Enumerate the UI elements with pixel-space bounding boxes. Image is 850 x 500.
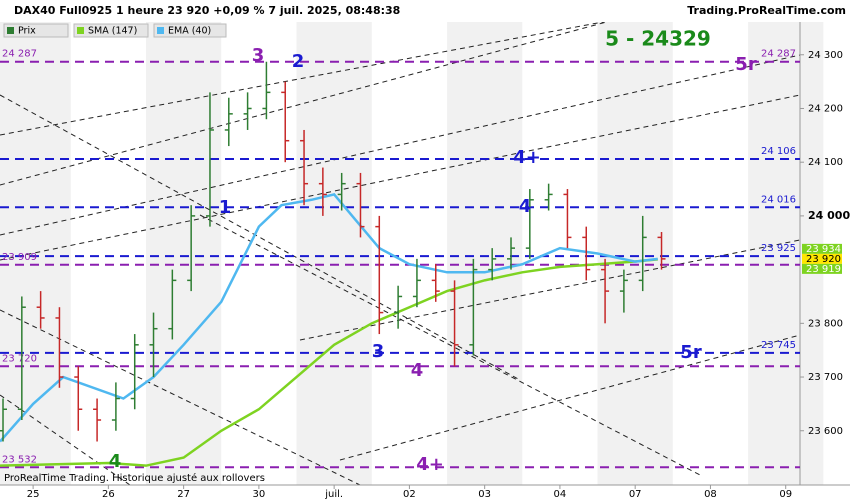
y-tick-label: 23 800	[808, 318, 843, 329]
x-tick-label: 08	[704, 489, 717, 500]
price-tag-label: 23 919	[806, 264, 841, 275]
level-label: 23 925	[761, 243, 796, 254]
level-label: 23 745	[761, 340, 796, 351]
annotation: 5 - 24329	[605, 27, 711, 51]
level-label: 24 287	[2, 49, 37, 60]
day-band	[296, 22, 372, 485]
y-tick-label: 24 300	[808, 50, 843, 61]
legend-swatch	[157, 27, 164, 34]
level-label: 24 287	[761, 49, 796, 60]
legend-label: Prix	[18, 26, 36, 37]
legend-swatch	[7, 27, 14, 34]
ma-line	[0, 193, 658, 443]
annotation: 3	[252, 45, 265, 66]
annotation: 4+	[513, 147, 541, 168]
x-tick-label: 30	[253, 489, 266, 500]
annotation: 4+	[416, 454, 444, 475]
annotation: 4	[109, 451, 122, 472]
x-tick-label: 09	[779, 489, 792, 500]
price-tag	[802, 253, 842, 264]
price-tag-label: 23 934	[806, 244, 841, 255]
legend-label: EMA (40)	[168, 26, 211, 37]
level-label: 23 909	[2, 252, 37, 263]
y-tick-label: 23 600	[808, 426, 843, 437]
trend-line	[339, 334, 801, 461]
day-band	[146, 22, 222, 485]
day-band	[597, 22, 673, 485]
legend-label: SMA (147)	[88, 26, 137, 37]
legend-swatch	[77, 27, 84, 34]
legend-box	[3, 23, 69, 38]
footer: ProRealTime Trading. Historique ajusté a…	[4, 472, 265, 484]
ma-line	[0, 258, 658, 467]
x-tick-label: 04	[554, 489, 567, 500]
x-tick-label: 03	[478, 489, 491, 500]
x-tick-label: 26	[102, 489, 115, 500]
y-tick-label: 24 100	[808, 157, 843, 168]
y-tick-label: 23 700	[808, 372, 843, 383]
x-tick-label: 07	[629, 489, 642, 500]
y-tick-label: 24 200	[808, 103, 843, 114]
annotation: 4	[519, 196, 532, 217]
day-band	[447, 22, 523, 485]
header	[0, 0, 850, 22]
trend-line	[0, 94, 801, 261]
level-label: 24 016	[761, 194, 796, 205]
price-tag	[802, 263, 842, 274]
source: Trading.ProRealTime.com	[687, 4, 846, 17]
level-label: 24 106	[761, 146, 796, 157]
x-tick-label: 25	[27, 489, 40, 500]
annotation: 1	[219, 197, 232, 218]
legend-box	[153, 23, 227, 38]
x-tick-label: 02	[403, 489, 416, 500]
annotation: 4	[411, 360, 424, 381]
annotation: 2	[292, 51, 305, 72]
price-tag-label: 23 920	[806, 254, 841, 265]
annotation: 5r	[680, 342, 702, 363]
trend-line	[0, 54, 801, 236]
trend-line	[0, 0, 691, 186]
day-band	[0, 22, 71, 485]
legend-box	[73, 23, 149, 38]
y-tick-label: 24 000	[808, 209, 850, 222]
annotation: 5r	[735, 54, 757, 75]
chart-title: DAX40 Full0925 1 heure 23 920 +0,09 % 7 …	[14, 4, 400, 17]
trend-line	[299, 239, 801, 341]
level-label: 23 532	[2, 454, 37, 465]
x-tick-label: 27	[177, 489, 190, 500]
annotation: 3	[372, 341, 385, 362]
price-tag	[802, 243, 842, 254]
x-tick-label: juil.	[324, 489, 343, 500]
trend-line	[199, 214, 701, 476]
level-label: 23 720	[2, 353, 37, 364]
